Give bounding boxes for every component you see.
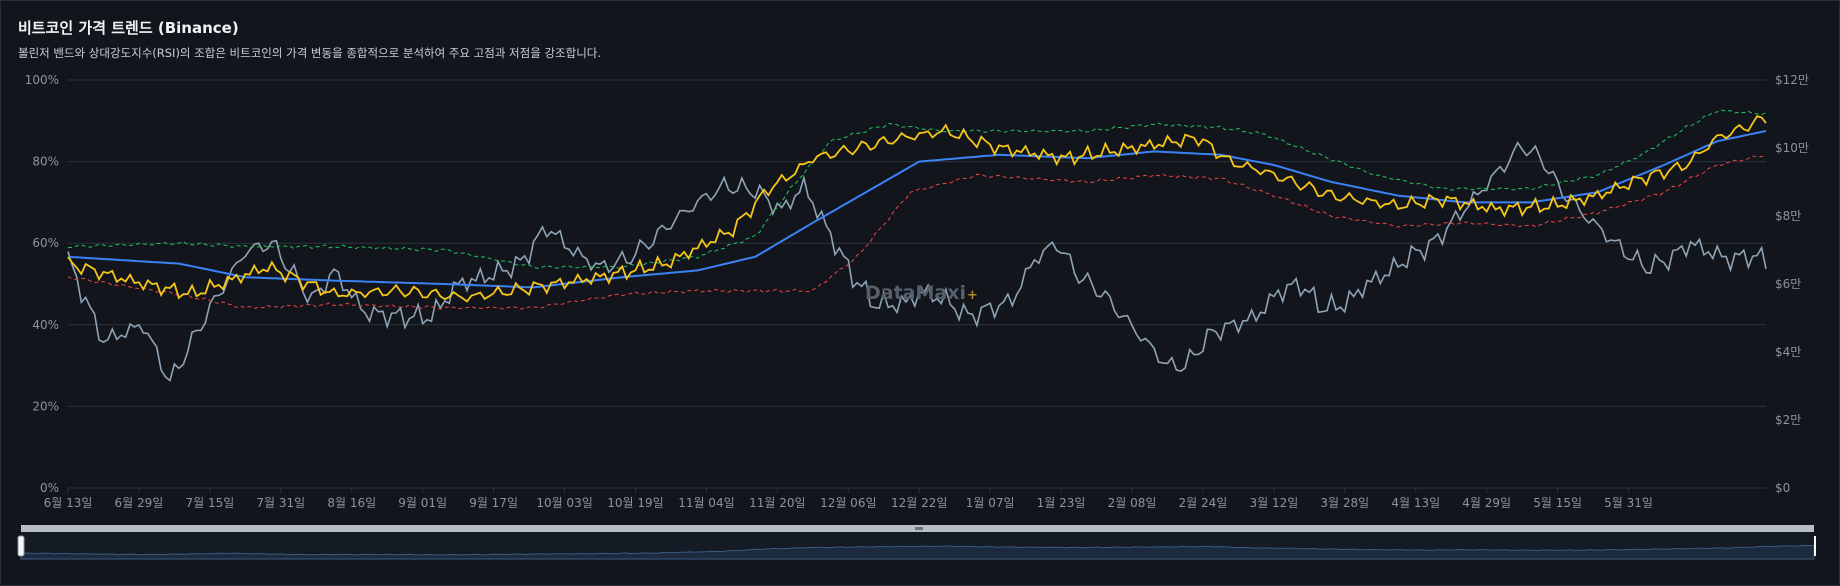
navigator-handle-left[interactable] xyxy=(17,535,25,557)
x-axis: 6월 13일 6월 29일 7월 15일 7월 31일 8월 16일 9월 01일 9월 1… xyxy=(44,488,1653,510)
y-left-tick-label: 40% xyxy=(32,318,59,332)
rsi-line xyxy=(67,141,1767,382)
x-tick-label: 12월 22일 xyxy=(891,496,947,510)
x-tick-label: 7월 15일 xyxy=(185,496,234,510)
navigator-scrollbar[interactable] xyxy=(21,525,1814,532)
x-tick-label: 2월 24일 xyxy=(1179,496,1228,510)
y-right-tick-label: $2만 xyxy=(1775,413,1801,427)
x-tick-label: 4월 13일 xyxy=(1391,496,1440,510)
chart-subtitle: 볼린저 밴드와 상대강도지수(RSI)의 조합은 비트코인의 가격 변동을 종합… xyxy=(18,46,602,60)
x-tick-label: 6월 13일 xyxy=(44,496,93,510)
series-lines xyxy=(67,109,1767,382)
scrollbar-grip-icon xyxy=(915,527,923,530)
x-tick-label: 3월 28일 xyxy=(1320,496,1369,510)
x-tick-label: 5월 15일 xyxy=(1533,496,1582,510)
x-tick-label: 10월 19일 xyxy=(607,496,663,510)
y-left-tick-label: 20% xyxy=(32,399,59,413)
price-line xyxy=(67,115,1767,303)
y-right-tick-label: $10만 xyxy=(1775,141,1809,155)
x-tick-label: 8월 16일 xyxy=(327,496,376,510)
grid-lines xyxy=(68,79,1766,489)
range-navigator[interactable] xyxy=(17,525,1816,560)
upper-band-line xyxy=(67,109,1767,269)
x-tick-label: 2월 08일 xyxy=(1108,496,1157,510)
x-tick-label: 1월 07일 xyxy=(966,496,1015,510)
y-right-tick-label: $12만 xyxy=(1775,73,1809,87)
watermark-mark: + xyxy=(967,288,978,303)
watermark: DataMaxi + xyxy=(865,282,978,304)
x-tick-label: 9월 17일 xyxy=(469,496,518,510)
y-left-tick-label: 0% xyxy=(40,481,59,495)
middle-band-line xyxy=(67,130,1767,289)
y-left-tick-label: 60% xyxy=(32,236,59,250)
x-tick-label: 4월 29일 xyxy=(1462,496,1511,510)
x-tick-label: 7월 31일 xyxy=(256,496,305,510)
watermark-text: DataMaxi xyxy=(865,282,966,304)
y-left-tick-label: 80% xyxy=(32,155,59,169)
x-tick-label: 1월 23일 xyxy=(1037,496,1086,510)
x-tick-label: 10월 03일 xyxy=(536,496,592,510)
chart-title: 비트코인 가격 트렌드 (Binance) xyxy=(18,19,239,37)
lower-band-line xyxy=(67,155,1767,310)
navigator-handle-right[interactable] xyxy=(1814,536,1816,556)
x-tick-label: 5월 31일 xyxy=(1604,496,1653,510)
x-tick-label: 11월 20일 xyxy=(749,496,805,510)
x-tick-label: 11월 04일 xyxy=(678,496,734,510)
y-right-tick-label: $8만 xyxy=(1775,209,1801,223)
y-left-tick-label: 100% xyxy=(25,73,59,87)
y-right-tick-label: $0 xyxy=(1775,481,1790,495)
navigator-track[interactable] xyxy=(21,532,1814,559)
x-tick-label: 12월 06일 xyxy=(820,496,876,510)
y-axis-right: $0 $2만 $4만 $6만 $8만 $10만 $12만 xyxy=(1775,73,1809,495)
y-right-tick-label: $6만 xyxy=(1775,277,1801,291)
x-tick-label: 9월 01일 xyxy=(398,496,447,510)
navigator-series xyxy=(20,544,1815,560)
y-axis-left: 0% 20% 40% 60% 80% 100% xyxy=(25,73,59,495)
x-tick-label: 6월 29일 xyxy=(115,496,164,510)
y-right-tick-label: $4만 xyxy=(1775,345,1801,359)
x-tick-label: 3월 12일 xyxy=(1249,496,1298,510)
